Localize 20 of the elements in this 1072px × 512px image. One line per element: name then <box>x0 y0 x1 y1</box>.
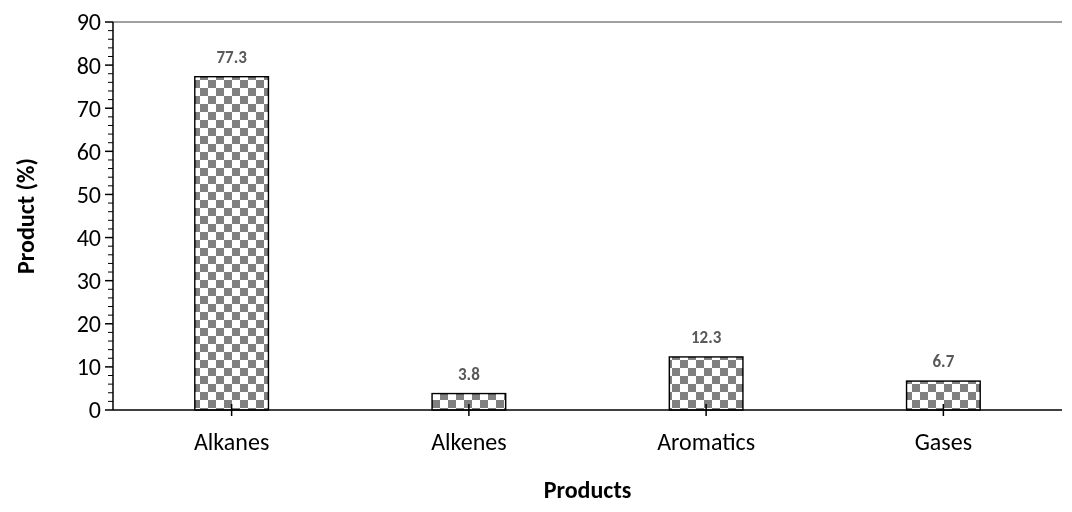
y-tick-label: 10 <box>76 352 101 382</box>
data-label: 6.7 <box>932 351 955 373</box>
y-tick-label: 70 <box>76 93 101 123</box>
x-tick-label: Alkanes <box>193 427 270 456</box>
data-label: 12.3 <box>690 326 722 348</box>
y-tick-label: 0 <box>88 395 101 425</box>
y-tick-label: 80 <box>76 50 101 80</box>
x-tick-label: Alkenes <box>431 427 507 456</box>
y-tick-label: 20 <box>76 309 101 339</box>
x-tick-label: Aromatics <box>657 427 756 456</box>
x-axis-title: Products <box>543 475 632 504</box>
x-tick-label: Gases <box>914 427 973 456</box>
y-tick-label: 60 <box>76 136 101 166</box>
y-axis-title: Product (%) <box>11 158 40 274</box>
data-label: 77.3 <box>216 46 248 68</box>
y-tick-label: 40 <box>76 222 101 252</box>
y-tick-label: 90 <box>76 7 101 37</box>
y-tick-label: 50 <box>76 179 101 209</box>
data-label: 3.8 <box>457 363 481 385</box>
y-tick-label: 30 <box>76 266 101 296</box>
